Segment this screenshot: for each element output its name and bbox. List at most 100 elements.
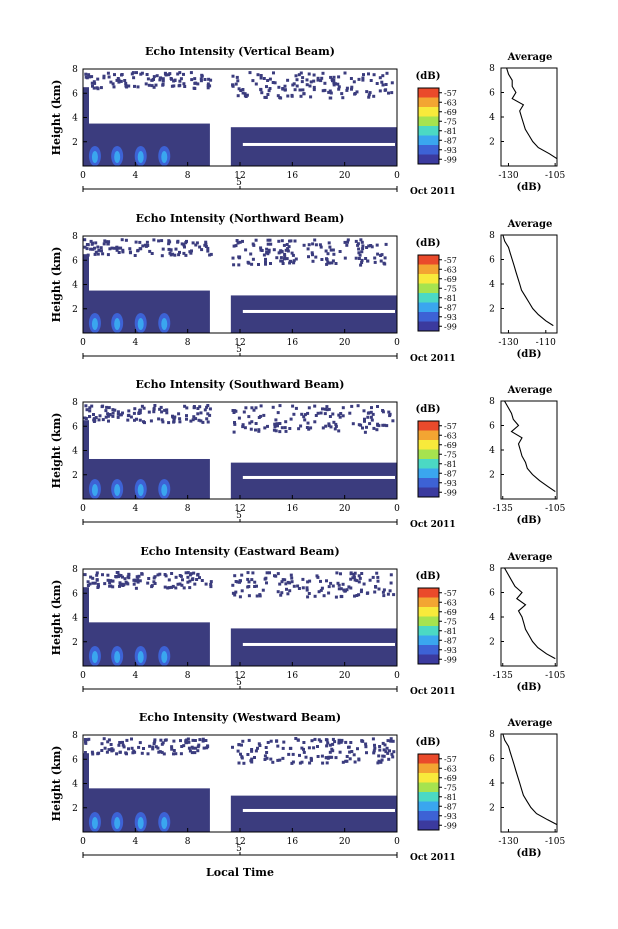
colorbar-segment (418, 635, 439, 646)
echo-cell (121, 250, 125, 254)
echo-cell (357, 574, 361, 578)
echo-cell (178, 417, 182, 421)
colorbar-segment (418, 459, 439, 469)
echo-cell (307, 427, 311, 431)
colorbar-segment (418, 654, 439, 665)
echo-cell (190, 249, 193, 253)
colorbar-tick-label: -87 (444, 136, 457, 145)
echo-cell (115, 78, 119, 82)
echo-cell (206, 249, 210, 253)
echo-cell (118, 584, 121, 588)
echo-cell (133, 407, 137, 411)
echo-blob-core (137, 817, 144, 829)
echo-cell (186, 571, 190, 575)
echo-cell (158, 572, 162, 576)
echo-cell (167, 242, 171, 246)
echo-cell (124, 81, 128, 85)
echo-cell (106, 740, 110, 744)
echo-cell (182, 251, 186, 255)
echo-cell (320, 754, 324, 758)
echo-cell (107, 738, 111, 742)
echo-cell (303, 413, 307, 417)
echo-cell (232, 411, 236, 414)
echo-cell (89, 575, 93, 579)
echo-cell (167, 421, 171, 425)
colorbar-tick-label: -87 (444, 802, 457, 811)
echo-cell (106, 573, 110, 577)
echo-cell (188, 573, 192, 577)
echo-cell (357, 247, 361, 251)
echo-cell (310, 251, 314, 255)
y-tick-label: 4 (72, 447, 78, 457)
profile-x-tick-label: -105 (545, 837, 565, 847)
echo-cell (275, 422, 279, 426)
colorbar-segment (418, 607, 439, 617)
echo-cell (94, 416, 98, 419)
echo-cell (236, 94, 240, 98)
echo-cell (389, 581, 393, 585)
echo-cell (345, 243, 349, 247)
echo-cell (311, 253, 314, 257)
echo-blob-core (114, 651, 121, 663)
echo-cell (389, 739, 393, 743)
echo-cell (108, 581, 112, 585)
echo-cell (382, 588, 386, 592)
echo-blob-core (91, 151, 98, 163)
echo-cell (328, 415, 332, 418)
echo-cell (331, 259, 335, 263)
echo-cell (312, 73, 316, 77)
echo-cell (111, 579, 115, 583)
echo-cell (341, 406, 345, 410)
echo-cell (389, 573, 393, 577)
y-axis-label: Height (km) (50, 413, 63, 489)
echo-cell (327, 261, 331, 265)
echo-cell (362, 582, 366, 586)
x-tick-label: 20 (339, 338, 351, 348)
echo-cell (136, 85, 140, 89)
colorbar-tick-label: -93 (444, 146, 457, 155)
x-tick-label: 8 (185, 671, 191, 681)
echo-cell (329, 75, 333, 79)
profile-frame (500, 67, 558, 167)
echo-cell (94, 241, 98, 245)
echo-cell (186, 737, 190, 741)
echo-cell (373, 260, 377, 264)
echo-cell (350, 750, 354, 753)
colorbar-segment (418, 773, 439, 783)
echo-cell (248, 71, 252, 75)
echo-blob-core (91, 651, 98, 663)
profile-x-label: (dB) (517, 515, 542, 526)
echo-cell (350, 87, 353, 91)
profile-x-tick-label: -135 (493, 671, 513, 681)
echo-cell (104, 409, 108, 413)
echo-cell (114, 575, 118, 579)
echo-cell (366, 259, 370, 263)
colorbar-tick-label: -63 (444, 98, 457, 107)
echo-cell (170, 747, 174, 751)
echo-cell (312, 746, 316, 750)
echo-cell (273, 574, 276, 578)
echo-cell (256, 746, 259, 750)
echo-cell (133, 418, 136, 422)
echo-cell (323, 81, 327, 85)
echo-cell (280, 591, 284, 595)
echo-cell (205, 405, 209, 409)
echo-cell (176, 240, 180, 244)
echo-cell (259, 74, 263, 77)
echo-cell (117, 743, 121, 747)
echo-cell (336, 82, 340, 86)
date-label: Oct 2011 (410, 187, 456, 197)
echo-cell (284, 429, 288, 433)
echo-cell (271, 405, 275, 409)
echo-cell (249, 252, 253, 256)
echo-cell (325, 761, 329, 765)
echo-cell (301, 76, 305, 80)
colorbar-tick-label: -57 (444, 89, 457, 98)
echo-cell (91, 84, 94, 88)
echo-cell (357, 251, 361, 255)
profile-title: Average (507, 219, 553, 230)
echo-cell (302, 92, 306, 96)
panel-3: Echo Intensity (Southward Beam) Height (k… (50, 378, 566, 530)
echo-cell (361, 244, 365, 248)
echo-cell (386, 592, 390, 596)
